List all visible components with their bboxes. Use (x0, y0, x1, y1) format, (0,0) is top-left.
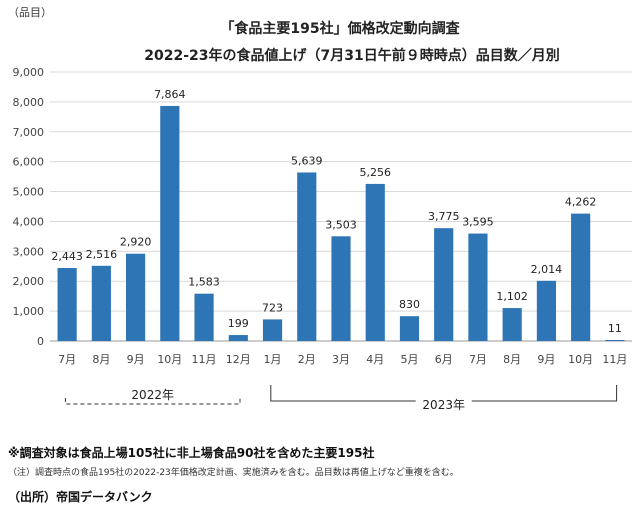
bar (160, 105, 180, 341)
bar (57, 267, 77, 341)
data-label: 2,920 (120, 236, 152, 249)
x-tick-label: 9月 (537, 353, 555, 366)
y-tick-label: 8,000 (13, 96, 45, 109)
x-tick-label: 8月 (503, 353, 521, 366)
bar (228, 335, 248, 341)
y-unit-label: （品目） (8, 6, 52, 19)
bar (194, 293, 214, 341)
year-label: 2022年 (131, 388, 174, 402)
x-axis-ticks: 7月 8月 9月 10月 11月 12月 1月 2月 3月 4月 5月 6月 7月 8月 9月 10月 11月 (58, 353, 627, 366)
bars (57, 105, 625, 341)
y-tick-label: 9,000 (13, 66, 45, 79)
bar-chart: （品目） 「食品主要195社」価格改定動向調査 2022-23年の食品値上げ（7… (8, 6, 632, 412)
x-tick-label: 1月 (264, 353, 282, 366)
bar (91, 265, 111, 341)
x-tick-label: 9月 (127, 353, 145, 366)
y-tick-label: 2,000 (13, 275, 45, 288)
y-tick-label: 4,000 (13, 215, 45, 228)
bar (468, 233, 488, 341)
x-tick-label: 7月 (58, 353, 76, 366)
x-tick-label: 5月 (400, 353, 418, 366)
bar (399, 316, 420, 341)
data-label: 2,443 (51, 250, 83, 263)
data-label: 7,864 (154, 88, 186, 101)
y-tick-label: 6,000 (13, 156, 45, 169)
data-label: 4,262 (565, 196, 597, 209)
data-label: 3,775 (428, 210, 460, 223)
y-tick-label: 7,000 (13, 126, 45, 139)
bar (434, 228, 454, 341)
data-label: 5,256 (359, 166, 391, 179)
y-axis-ticks: 0 1,000 2,000 3,000 4,000 5,000 6,000 7,000 8,00… (13, 66, 45, 348)
data-label: 723 (262, 301, 283, 314)
x-tick-label: 4月 (366, 353, 384, 366)
chart-subtitle: 2022-23年の食品値上げ（7月31日午前９時時点）品目数／月別 (144, 47, 559, 64)
x-tick-label: 10月 (568, 353, 593, 366)
bar (297, 172, 317, 341)
data-label: 11 (608, 322, 622, 335)
x-tick-label: 12月 (226, 353, 251, 366)
notes-block: ※調査対象は食品上場105社に非上場食品90社を含めた主要195社 （注）調査時… (8, 444, 632, 505)
data-label: 1,102 (496, 290, 528, 303)
x-tick-label: 7月 (469, 353, 487, 366)
y-tick-label: 0 (37, 335, 44, 348)
x-tick-label: 3月 (332, 353, 350, 366)
grid-lines (50, 71, 632, 342)
bar (126, 253, 146, 341)
x-tick-label: 10月 (157, 353, 182, 366)
bar (262, 319, 283, 341)
chart-title: 「食品主要195社」価格改定動向調査 (220, 20, 460, 37)
x-tick-label: 6月 (435, 353, 453, 366)
data-label: 830 (399, 298, 420, 311)
bar (502, 308, 522, 341)
bar (536, 280, 556, 341)
bar (571, 213, 591, 341)
footnote: （注）調査時点の食品195社の2022-23年価格改定計画、実施済みを含む。品目… (8, 468, 459, 478)
year-groups: 2022年 2023年 (64, 385, 618, 412)
data-label: 3,503 (325, 218, 357, 231)
data-label: 2,516 (86, 248, 118, 261)
data-label: 5,639 (291, 154, 323, 167)
x-tick-label: 11月 (602, 353, 627, 366)
x-tick-label: 8月 (92, 353, 110, 366)
bar (605, 340, 625, 341)
year-label-mask (415, 395, 472, 407)
bar (331, 236, 351, 341)
x-tick-label: 11月 (192, 353, 217, 366)
source-note: （出所）帝国データバンク (8, 490, 153, 504)
y-tick-label: 1,000 (13, 305, 45, 318)
y-tick-label: 3,000 (13, 245, 45, 258)
x-tick-label: 2月 (298, 353, 316, 366)
y-tick-label: 5,000 (13, 186, 45, 199)
data-label: 1,583 (188, 276, 220, 289)
year-label: 2023年 (422, 398, 465, 412)
data-label: 2,014 (531, 263, 563, 276)
bar (365, 183, 385, 341)
year-bracket (64, 398, 241, 405)
data-label: 199 (228, 317, 249, 330)
survey-note: ※調査対象は食品上場105社に非上場食品90社を含めた主要195社 (8, 446, 375, 460)
data-label: 3,595 (462, 216, 494, 229)
